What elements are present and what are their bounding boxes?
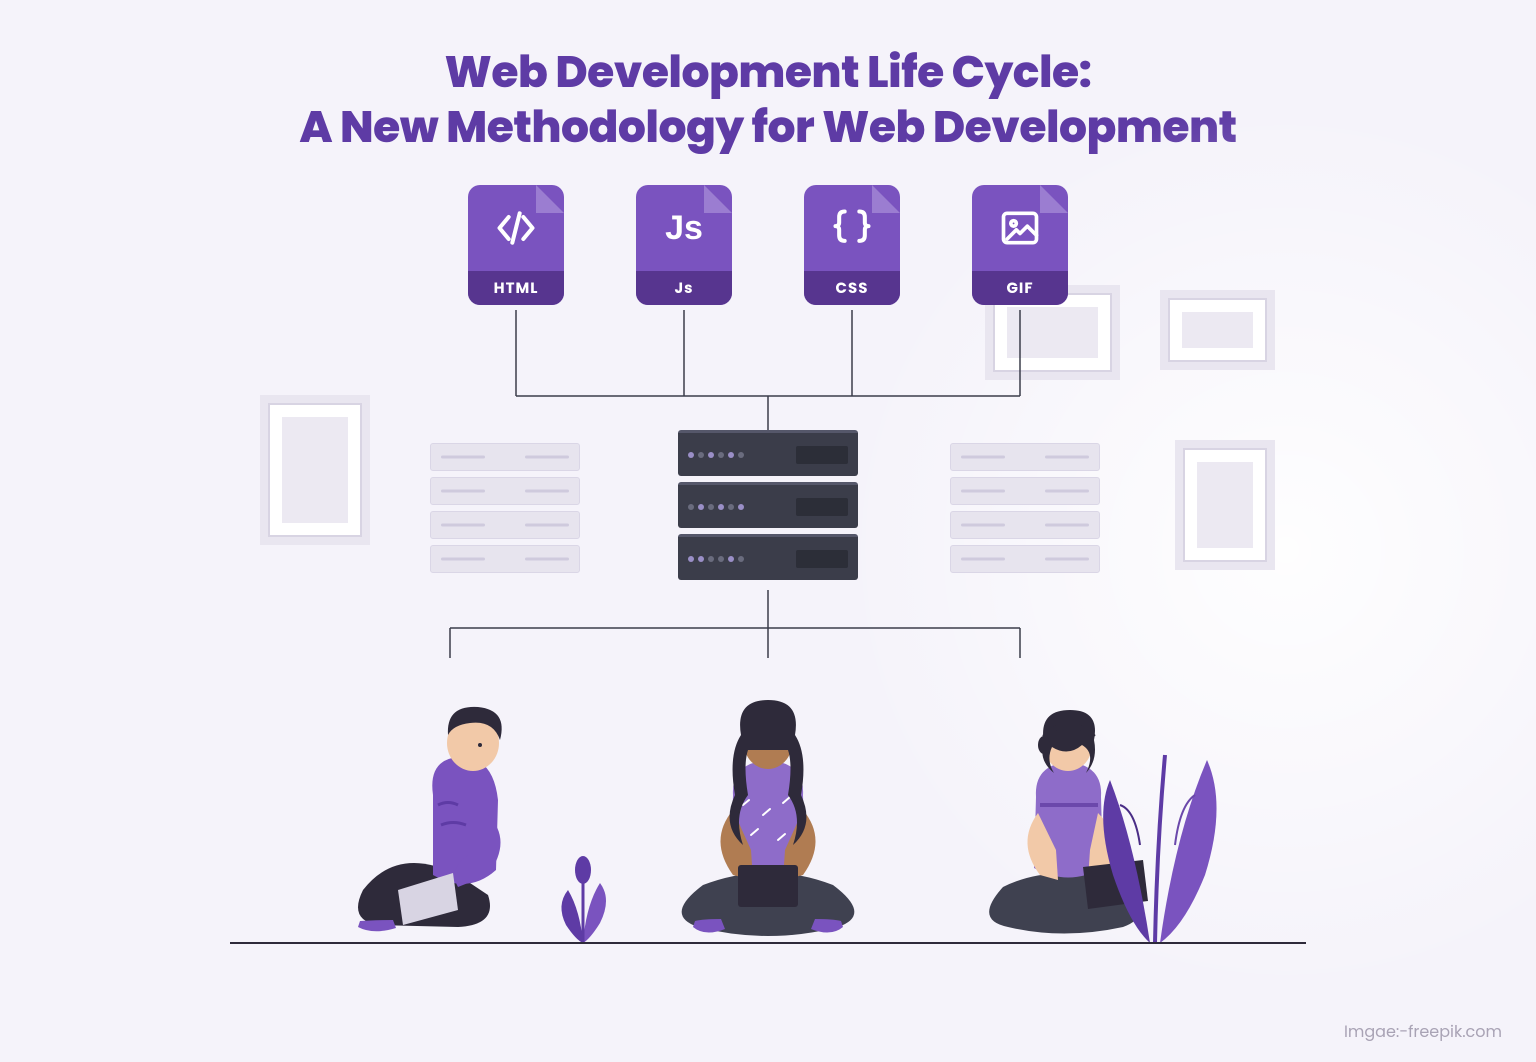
code-icon bbox=[468, 185, 564, 271]
file-label: Js bbox=[636, 271, 732, 305]
file-css: CSS bbox=[804, 185, 900, 305]
file-gif: GIF bbox=[972, 185, 1068, 305]
file-icons-row: HTML Js Js CSS bbox=[468, 185, 1068, 305]
wall-frame bbox=[1160, 290, 1275, 370]
wall-frame bbox=[1175, 440, 1275, 570]
plant-large-icon bbox=[1095, 725, 1225, 945]
server-rack-right bbox=[950, 443, 1100, 573]
server-unit bbox=[678, 534, 858, 580]
page-title: Web Development Life Cycle: A New Method… bbox=[0, 0, 1536, 155]
file-label: HTML bbox=[468, 271, 564, 305]
infographic-stage: HTML Js Js CSS bbox=[0, 185, 1536, 1062]
image-credit: Imgae:-freepik.com bbox=[1344, 1019, 1502, 1044]
wall-frame bbox=[260, 395, 370, 545]
server-unit bbox=[678, 482, 858, 528]
server-unit bbox=[678, 430, 858, 476]
file-label: GIF bbox=[972, 271, 1068, 305]
server-stack bbox=[678, 430, 858, 580]
people-row bbox=[338, 645, 1198, 945]
js-icon: Js bbox=[636, 185, 732, 271]
braces-icon bbox=[804, 185, 900, 271]
image-icon bbox=[972, 185, 1068, 271]
title-line-2: A New Methodology for Web Development bbox=[299, 97, 1236, 158]
file-label: CSS bbox=[804, 271, 900, 305]
file-js: Js Js bbox=[636, 185, 732, 305]
file-html: HTML bbox=[468, 185, 564, 305]
server-rack-left bbox=[430, 443, 580, 573]
plant-small-icon bbox=[548, 855, 618, 945]
title-line-1: Web Development Life Cycle: bbox=[445, 42, 1092, 103]
person-middle bbox=[643, 665, 893, 945]
floor-line bbox=[230, 942, 1306, 944]
